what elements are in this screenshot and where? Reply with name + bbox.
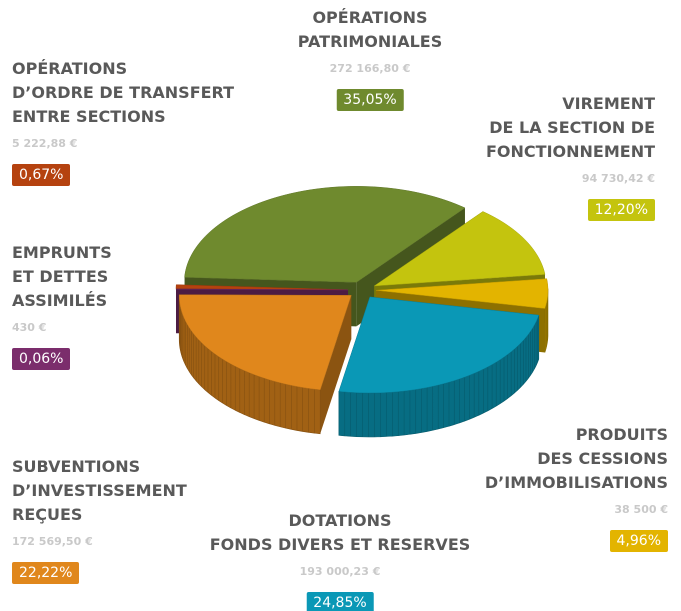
slice <box>375 278 549 309</box>
slice-wall <box>338 315 540 438</box>
slice-label: SUBVENTIONS D’INVESTISSEMENT REÇUES 172 5… <box>12 455 187 584</box>
slice-wall <box>178 294 321 435</box>
amount-label: 5 222,88 € <box>12 137 78 150</box>
slice <box>175 288 349 291</box>
category-label: PRODUITS DES CESSIONS D’IMMOBILISATIONS <box>484 425 668 492</box>
category-label: SUBVENTIONS D’INVESTISSEMENT REÇUES <box>12 457 187 524</box>
category-label: OPÉRATIONS D’ORDRE DE TRANSFERT ENTRE SE… <box>12 59 235 126</box>
percent-label: 35,05% <box>336 89 404 111</box>
category-label: EMPRUNTS ET DETTES ASSIMILÉS <box>12 243 112 310</box>
percent-label: 22,22% <box>12 562 80 584</box>
amount-label: 94 730,42 € <box>581 172 655 185</box>
category-label: VIREMENT DE LA SECTION DE FONCTIONNEMENT <box>486 94 655 161</box>
amount-label: 38 500 € <box>614 503 668 516</box>
category-label: DOTATIONS FONDS DIVERS ET RESERVES <box>209 511 471 554</box>
percent-label: 0,06% <box>12 348 71 370</box>
slice <box>338 296 540 394</box>
slice-wall <box>544 288 549 353</box>
slice-label: DOTATIONS FONDS DIVERS ET RESERVES 193 00… <box>209 509 471 611</box>
category-label: OPÉRATIONS PATRIMONIALES <box>297 8 443 51</box>
percent-label: 4,96% <box>609 530 668 552</box>
amount-label: 193 000,23 € <box>299 565 381 578</box>
slice-label: OPÉRATIONS PATRIMONIALES 272 166,80 € 35,0… <box>298 6 442 111</box>
slice-label: PRODUITS DES CESSIONS D’IMMOBILISATIONS 3… <box>485 423 668 552</box>
slice <box>373 211 546 287</box>
percent-label: 12,20% <box>587 199 655 221</box>
percent-label: 24,85% <box>306 592 374 611</box>
amount-label: 272 166,80 € <box>329 62 411 75</box>
amount-label: 172 569,50 € <box>12 535 93 548</box>
slice-label: VIREMENT DE LA SECTION DE FONCTIONNEMENT… <box>486 92 655 221</box>
percent-label: 0,67% <box>12 164 71 186</box>
amount-label: 430 € <box>12 321 47 334</box>
slice <box>184 186 466 283</box>
slice-label: EMPRUNTS ET DETTES ASSIMILÉS 430 € 0,06% <box>12 241 112 370</box>
slice <box>178 294 352 391</box>
slice-label: OPÉRATIONS D’ORDRE DE TRANSFERT ENTRE SE… <box>12 57 234 186</box>
